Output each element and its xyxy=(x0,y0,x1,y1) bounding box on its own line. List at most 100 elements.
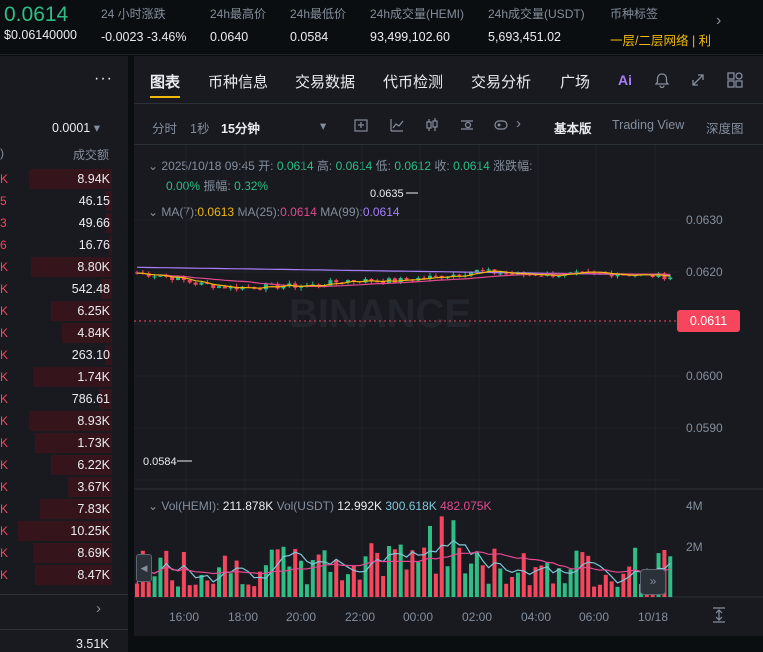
collapse-icon[interactable]: ⌄ xyxy=(148,205,159,219)
volume-bar xyxy=(621,573,626,597)
orderbook-row[interactable]: K 8.47K xyxy=(0,564,128,586)
candle-body xyxy=(158,275,163,277)
volume-bar xyxy=(217,567,222,597)
orderbook-row[interactable]: 6 16.76 xyxy=(0,234,128,256)
layout-grid-icon[interactable] xyxy=(726,71,744,89)
line-chart-icon[interactable] xyxy=(389,117,405,133)
vol-usdt-value: 12.992K xyxy=(337,499,383,513)
volume-bar xyxy=(533,567,538,597)
ma7-line xyxy=(136,270,671,289)
volume-bar xyxy=(398,544,403,597)
y-tick: 0.0600 xyxy=(686,369,723,383)
chevron-right-icon[interactable]: › xyxy=(716,12,722,29)
fit-height-icon[interactable] xyxy=(711,606,727,624)
interval-timeline[interactable]: 分时 xyxy=(152,122,178,136)
candle-icon[interactable] xyxy=(424,117,440,133)
orderbook-row[interactable]: K 8.93K xyxy=(0,410,128,432)
orderbook-amount: 46.15 xyxy=(78,194,110,208)
depth-bar xyxy=(62,323,112,343)
depth-bar xyxy=(18,521,112,541)
orderbook-amount: 10.25K xyxy=(70,524,110,538)
interval-dropdown-icon[interactable]: ▾ xyxy=(320,119,327,133)
orderbook-amount: 263.10 xyxy=(71,348,110,362)
depth-bar xyxy=(101,279,112,299)
view-depth[interactable]: 深度图 xyxy=(706,122,744,136)
tab-trade-data[interactable]: 交易数据 xyxy=(295,74,356,91)
volume-bar xyxy=(609,581,614,597)
orderbook-price: K xyxy=(0,568,9,582)
bell-icon[interactable] xyxy=(654,72,670,88)
scroll-right-button[interactable]: » xyxy=(640,569,666,595)
indicator-icon[interactable] xyxy=(353,117,369,133)
stat-24h-volume-hemi: 24h成交量(HEMI) 93,499,102.60 xyxy=(370,7,465,44)
volume-bar xyxy=(334,559,339,597)
interval-15m[interactable]: 15分钟 xyxy=(221,122,260,136)
orderbook-amount: 3.67K xyxy=(77,480,110,494)
volume-bar xyxy=(176,586,181,597)
tab-chart[interactable]: 图表 xyxy=(150,74,181,91)
candlestick-chart[interactable]: BINANCE 0.0635 0.0584 xyxy=(134,145,763,636)
ma-legend: ⌄ MA(7):0.0613 MA(25):0.0614 MA(99):0.06… xyxy=(148,205,400,219)
volume-bar xyxy=(416,561,421,597)
orderbook-row[interactable]: K 8.94K xyxy=(0,168,128,190)
chevron-right-icon[interactable]: › xyxy=(96,600,101,617)
candle-body xyxy=(193,282,198,285)
orderbook-row[interactable]: 3 49.66 xyxy=(0,212,128,234)
orderbook-row[interactable]: K 542.48 xyxy=(0,278,128,300)
candle-body xyxy=(433,275,438,277)
ma99-value: 0.0614 xyxy=(362,205,400,219)
orderbook-row[interactable]: K 10.25K xyxy=(0,520,128,542)
view-basic[interactable]: 基本版 xyxy=(554,122,592,136)
orderbook-row[interactable]: K 4.84K xyxy=(0,322,128,344)
orderbook-price: K xyxy=(0,458,9,472)
more-dots-icon[interactable]: ··· xyxy=(94,70,113,87)
draw-tools-icon[interactable] xyxy=(493,117,509,133)
candle-body xyxy=(328,280,333,286)
tab-token-check[interactable]: 代币检测 xyxy=(383,74,444,91)
volume-bar xyxy=(439,516,444,597)
candle-body xyxy=(498,273,503,275)
candle-body xyxy=(228,286,233,289)
candle-body xyxy=(275,283,280,289)
orderbook-row[interactable]: K 8.69K xyxy=(0,542,128,564)
orderbook-price: K xyxy=(0,524,9,538)
collapse-icon[interactable]: ⌄ xyxy=(148,499,159,513)
orderbook-row[interactable]: K 6.22K xyxy=(0,454,128,476)
tab-token-info[interactable]: 币种信息 xyxy=(208,74,269,91)
candle-body xyxy=(135,272,139,274)
orderbook-row[interactable]: K 263.10 xyxy=(0,344,128,366)
orderbook-row[interactable]: 5 46.15 xyxy=(0,190,128,212)
collapse-icon[interactable]: ⌄ xyxy=(148,159,159,173)
orderbook-row[interactable]: K 1.74K xyxy=(0,366,128,388)
candle-body xyxy=(621,274,626,276)
volume-bar xyxy=(240,584,245,597)
depth-bar xyxy=(40,499,112,519)
orderbook-price: K xyxy=(0,436,9,450)
orderbook-amount: 8.93K xyxy=(77,414,110,428)
candle-body xyxy=(428,275,432,279)
x-tick: 16:00 xyxy=(169,610,200,624)
interval-1s[interactable]: 1秒 xyxy=(190,122,210,136)
ai-icon[interactable]: Ai xyxy=(618,72,632,88)
orderbook-row[interactable]: K 1.73K xyxy=(0,432,128,454)
orderbook-row[interactable]: K 6.25K xyxy=(0,300,128,322)
scroll-left-button[interactable]: ◀ xyxy=(136,554,152,582)
orderbook-price: K xyxy=(0,546,9,560)
volume-bar xyxy=(504,583,509,597)
volume-bar xyxy=(170,580,175,597)
orderbook-row[interactable]: K 8.80K xyxy=(0,256,128,278)
volume-bar xyxy=(498,568,503,597)
tab-square[interactable]: 广场 xyxy=(560,74,591,91)
orderbook-row[interactable]: K 786.61 xyxy=(0,388,128,410)
view-trading-view[interactable]: Trading View xyxy=(612,118,685,132)
precision-select[interactable]: 0.0001 ▾ xyxy=(52,121,100,135)
orderbook-row[interactable]: K 7.83K xyxy=(0,498,128,520)
stat-token-tags[interactable]: 币种标签 一层/二层网络 | 利 xyxy=(610,7,710,48)
tab-trade-analysis[interactable]: 交易分析 xyxy=(471,74,532,91)
orderbook-row[interactable]: K 3.67K xyxy=(0,476,128,498)
expand-icon[interactable] xyxy=(690,72,706,88)
candle-body xyxy=(258,288,263,290)
settings-icon[interactable] xyxy=(459,117,475,133)
volume-bar xyxy=(474,552,479,597)
chevron-right-icon[interactable]: › xyxy=(516,115,521,132)
